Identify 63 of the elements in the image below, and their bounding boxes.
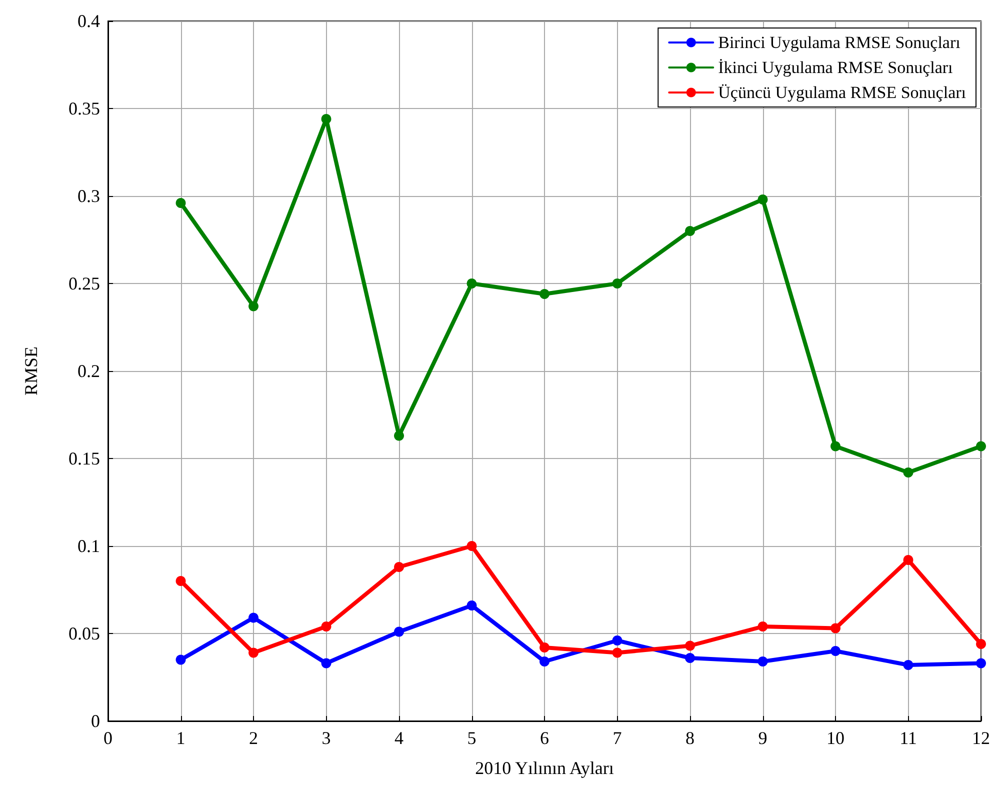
point <box>321 114 332 124</box>
x-tick-label: 3 <box>322 728 331 748</box>
x-tick-label: 7 <box>612 728 622 748</box>
x-tick-label: 11 <box>900 728 917 748</box>
x-tick-label: 2 <box>249 728 258 748</box>
x-tick-label: 10 <box>826 728 844 748</box>
point <box>612 648 622 658</box>
point <box>830 623 840 634</box>
point <box>466 541 477 551</box>
point <box>685 653 695 663</box>
legend-label: İkinci Uygulama RMSE Sonuçları <box>718 58 954 77</box>
y-tick-label: 0.4 <box>78 11 100 31</box>
point <box>540 656 550 666</box>
point <box>176 576 186 586</box>
point <box>685 226 695 236</box>
point <box>830 646 840 656</box>
y-axis-title: RMSE <box>21 346 41 396</box>
point <box>466 278 477 288</box>
y-tick-label: 0.15 <box>68 448 100 468</box>
point <box>758 622 768 632</box>
x-tick-label: 0 <box>104 728 112 748</box>
y-tick-label: 0.3 <box>78 186 100 206</box>
point <box>758 194 768 204</box>
y-tick-label: 0.1 <box>78 536 100 556</box>
point <box>466 600 477 610</box>
y-tick-label: 0.35 <box>68 98 100 118</box>
point <box>248 301 258 312</box>
x-tick-label: 9 <box>758 728 768 748</box>
y-tick-label: 0.05 <box>68 624 100 644</box>
legend-label: Birinci Uygulama RMSE Sonuçları <box>718 33 961 52</box>
point <box>976 441 986 452</box>
y-tick-label: 0 <box>91 711 100 731</box>
point <box>976 658 986 668</box>
legend-label: Üçüncü Uygulama RMSE Sonuçları <box>718 83 966 102</box>
point <box>248 612 258 623</box>
x-axis-title: 2010 Yılının Ayları <box>475 758 614 778</box>
x-tick-label: 5 <box>467 728 476 748</box>
point <box>830 441 840 452</box>
point <box>321 622 332 632</box>
point <box>394 562 404 572</box>
point <box>176 198 186 208</box>
point <box>321 658 332 668</box>
y-tick-label: 0.2 <box>78 361 100 381</box>
point <box>903 468 914 478</box>
point <box>248 648 258 658</box>
x-tick-label: 8 <box>686 728 694 748</box>
point <box>976 639 986 649</box>
point <box>903 660 914 670</box>
point <box>540 642 550 652</box>
x-tick-label: 12 <box>972 728 990 748</box>
y-tick-label: 0.25 <box>68 274 100 294</box>
point <box>176 654 186 665</box>
point <box>758 656 768 666</box>
point <box>612 636 622 646</box>
point <box>394 430 404 441</box>
x-tick-label: 4 <box>394 728 404 748</box>
point <box>903 555 914 565</box>
x-tick-label: 6 <box>540 728 549 748</box>
point <box>394 626 404 637</box>
point <box>612 278 622 288</box>
x-tick-label: 1 <box>176 728 186 748</box>
point <box>685 640 695 651</box>
point <box>540 289 550 299</box>
